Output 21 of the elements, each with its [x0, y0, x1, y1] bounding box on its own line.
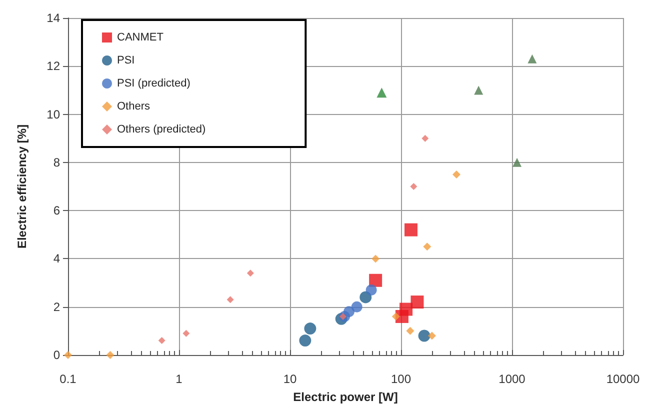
- legend-label: PSI (predicted): [117, 78, 190, 90]
- legend-label: Others: [117, 100, 151, 112]
- y-tick-label: 14: [46, 11, 60, 25]
- x-tick-label: 10: [283, 372, 297, 386]
- x-axis-title: Electric power [W]: [293, 390, 398, 404]
- x-tick-label: 0.1: [60, 372, 77, 386]
- x-tick-label: 100: [390, 372, 412, 386]
- y-tick-label: 10: [46, 107, 60, 122]
- y-tick-label: 12: [46, 59, 60, 74]
- legend-label: PSI: [117, 54, 135, 66]
- legend-label: Others (predicted): [117, 124, 206, 136]
- y-tick-label: 2: [53, 300, 60, 314]
- y-tick-label: 8: [53, 155, 60, 170]
- x-tick-label: 1000: [498, 372, 526, 386]
- x-tick-label: 10000: [606, 372, 640, 386]
- y-axis-title: Electric efficiency [%]: [15, 124, 29, 249]
- legend-label: CANMET: [117, 32, 164, 44]
- y-tick-label: 6: [53, 204, 60, 218]
- x-tick-label: 1: [176, 372, 183, 386]
- y-tick-label: 4: [53, 252, 60, 266]
- y-tick-label: 0: [53, 348, 60, 362]
